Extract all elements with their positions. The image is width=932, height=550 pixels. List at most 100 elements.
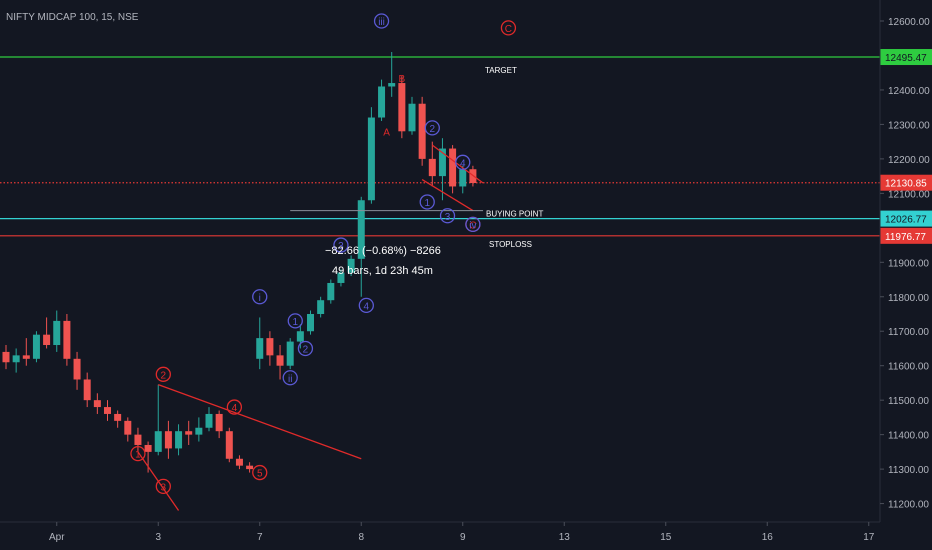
wave-label: 4 [460, 158, 466, 169]
y-tick-label: 11200.00 [888, 500, 929, 511]
wave-label: 2 [430, 124, 436, 135]
y-tick-label: 12100.00 [888, 189, 930, 200]
candle-body[interactable] [134, 434, 142, 445]
y-tick-label: 12300.00 [888, 120, 930, 131]
candle-body[interactable] [22, 355, 30, 359]
candle-body[interactable] [124, 420, 132, 435]
x-tick-label: 7 [257, 532, 263, 543]
candle-body[interactable] [357, 200, 365, 259]
wave-label: A [383, 127, 390, 138]
candle-body[interactable] [104, 407, 111, 414]
wave-label: C [505, 24, 512, 35]
wave-label: 2 [161, 370, 167, 381]
wave-label-circle [419, 194, 435, 210]
wave-label-circle [282, 370, 298, 386]
candle-body[interactable] [246, 465, 254, 470]
candle-body[interactable] [367, 117, 375, 201]
candle-body[interactable] [73, 358, 81, 380]
wave-label-circle [465, 216, 481, 233]
wave-label: iv [469, 220, 476, 231]
y-tick-label: 11400.00 [888, 431, 929, 442]
candle-body[interactable] [438, 148, 446, 177]
candle-body[interactable] [154, 431, 162, 452]
candle-body[interactable] [93, 400, 101, 408]
candle-body[interactable] [296, 331, 304, 342]
candle-body[interactable] [459, 169, 467, 187]
candle-body[interactable] [428, 158, 436, 177]
candle-body[interactable] [144, 444, 152, 452]
wave-label: 1 [135, 450, 141, 461]
candle-body[interactable] [32, 334, 40, 359]
wave-label: 3 [338, 241, 344, 252]
price-line-label: 12130.85 [885, 179, 927, 190]
candle-body[interactable] [398, 83, 406, 132]
candle-body[interactable] [164, 431, 172, 449]
candle-body[interactable] [449, 148, 457, 187]
measure-line2: 49 bars, 1d 23h 45m [332, 265, 433, 277]
x-tick-label: 15 [660, 532, 672, 543]
trendline[interactable] [158, 384, 362, 460]
y-tick-label: 11500.00 [888, 396, 929, 407]
y-tick-label: 11900.00 [888, 258, 929, 269]
candle-body[interactable] [205, 413, 213, 428]
price-line-label-box [880, 227, 932, 244]
wave-label-circle [130, 445, 146, 462]
candle-body[interactable] [12, 355, 20, 363]
candle-body[interactable] [175, 431, 183, 449]
candle-body[interactable] [53, 320, 61, 346]
wave-label-circle [297, 340, 314, 357]
y-tick-label: 11600.00 [888, 362, 929, 373]
candle-body[interactable] [418, 103, 426, 159]
price-line-label-box [880, 174, 932, 191]
candle-body[interactable] [276, 355, 284, 366]
candle-body[interactable] [378, 86, 386, 118]
wave-label-circle [252, 464, 268, 481]
candle-body[interactable] [63, 320, 71, 359]
candle-body[interactable] [114, 413, 122, 421]
measure-line1: −82.66 (−0.68%) −8266 [325, 245, 441, 257]
candle-body[interactable] [286, 341, 294, 366]
candle-body[interactable] [408, 103, 416, 132]
wave-label: i [259, 293, 261, 304]
wave-label: 1 [292, 317, 298, 328]
wave-label: 2 [303, 344, 309, 355]
candle-body[interactable] [388, 83, 396, 87]
candle-body[interactable] [337, 272, 345, 283]
x-tick-label: 16 [762, 532, 774, 543]
wave-label-circle [455, 154, 471, 170]
candle-body[interactable] [43, 334, 51, 346]
candle-body[interactable] [225, 431, 233, 459]
wave-label-circle [333, 237, 349, 253]
price-line-label-box [880, 49, 932, 66]
candle-body[interactable] [185, 431, 193, 435]
price-line-label-box [880, 210, 932, 227]
trendline[interactable] [421, 179, 474, 212]
candle-body[interactable] [83, 379, 91, 401]
wave-label: iii [378, 17, 385, 28]
candle-body[interactable] [256, 338, 264, 359]
candle-body[interactable] [317, 300, 325, 314]
y-tick-label: 11800.00 [888, 293, 929, 304]
wave-label: 5 [257, 469, 263, 480]
wave-label-circle [226, 399, 243, 415]
price-line-note: STOPLOSS [489, 240, 532, 249]
y-tick-label: 11700.00 [888, 327, 929, 338]
candle-body[interactable] [235, 458, 243, 466]
candle-body[interactable] [307, 313, 314, 332]
wave-label: ii [288, 374, 292, 385]
candle-body[interactable] [327, 282, 335, 301]
candle-body[interactable] [2, 351, 10, 363]
candle-body[interactable] [266, 338, 274, 356]
candle-body[interactable] [215, 413, 223, 432]
price-line-note: TARGET [485, 66, 517, 75]
candle-body[interactable] [195, 427, 203, 435]
wave-label-circle [287, 313, 303, 329]
candle-body[interactable] [347, 258, 355, 273]
y-tick-label: 12400.00 [888, 86, 930, 97]
wave-label-circle [373, 13, 390, 29]
price-line-label: 11976.77 [885, 232, 926, 243]
trendline[interactable] [431, 144, 484, 184]
wave-label-circle [155, 366, 171, 382]
